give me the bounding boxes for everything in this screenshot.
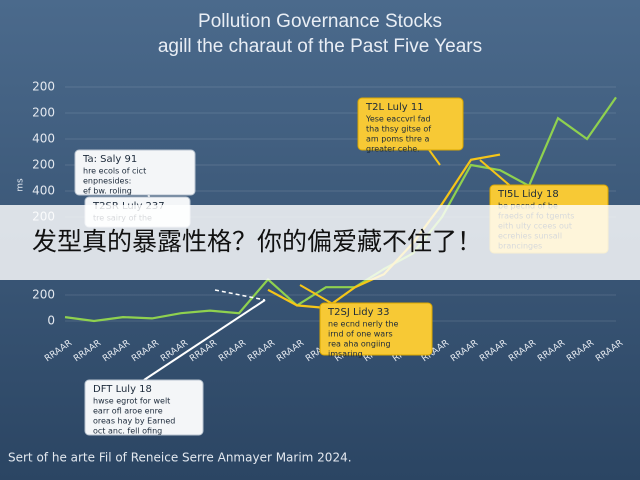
annotation-text: ef bw. roling xyxy=(83,187,132,196)
annotation-text: rea aha ongiing xyxy=(328,340,391,349)
annotation-arrow xyxy=(143,299,266,381)
data-line xyxy=(64,96,617,323)
y-tick-label: 400 xyxy=(32,184,55,198)
annotation-title: T2SJ Lidy 33 xyxy=(327,307,389,318)
annotation-text: oct anc. fell ofing xyxy=(93,427,162,436)
chart-subtitle: agill the charaut of the Past Five Years xyxy=(158,36,482,57)
y-tick-label: 0 xyxy=(47,314,55,328)
annotation-text: oreas hay by Earned xyxy=(93,417,175,426)
annotation-title: DFT Luly 18 xyxy=(93,384,152,395)
annotation-title: Ta: Saly 91 xyxy=(82,154,137,165)
banner-text: 发型真的暴露性格？你的偏爱藏不住了！ xyxy=(32,227,482,256)
banner-background xyxy=(0,205,640,280)
annotation-text: imsaring xyxy=(328,350,363,359)
annotation-box xyxy=(357,97,464,151)
chart-title: Pollution Governance Stocks xyxy=(198,11,442,32)
y-tick-label: 200 xyxy=(32,106,55,120)
y-tick-label: 200 xyxy=(32,288,55,302)
annotation-text: hwse egrot for welt xyxy=(93,397,170,406)
y-tick-label: 200 xyxy=(32,158,55,172)
y-tick-label: 200 xyxy=(32,80,55,94)
annotation-box xyxy=(319,302,433,356)
annotation-box xyxy=(84,379,204,436)
annotation-text: ne ecnd nerly the xyxy=(328,320,399,329)
footer: Sert of he arte Fil of Reneice Serre Anm… xyxy=(8,451,352,465)
annotation-title: T2L Luly 11 xyxy=(365,102,424,113)
annotation-box xyxy=(74,149,196,196)
annotation-text: am poms thre a xyxy=(366,135,430,144)
y-axis-label: ms xyxy=(16,178,26,192)
y-tick-label: 400 xyxy=(32,132,55,146)
annotation-title: TI5L Lidy 18 xyxy=(497,189,559,200)
annotation-text: greater cehe. xyxy=(366,145,420,154)
annotation-text: hre ecols of cict xyxy=(83,167,146,176)
annotation-text: tha thsy gitse of xyxy=(366,125,431,134)
connector-dashed xyxy=(214,289,266,301)
annotation-text: enpnesides: xyxy=(83,177,131,186)
annotation-text: Yese eaccvrl fad xyxy=(365,115,431,124)
annotation-text: earr ofl aroe enre xyxy=(93,407,163,416)
annotation-text: irnd of one wars xyxy=(328,330,393,339)
